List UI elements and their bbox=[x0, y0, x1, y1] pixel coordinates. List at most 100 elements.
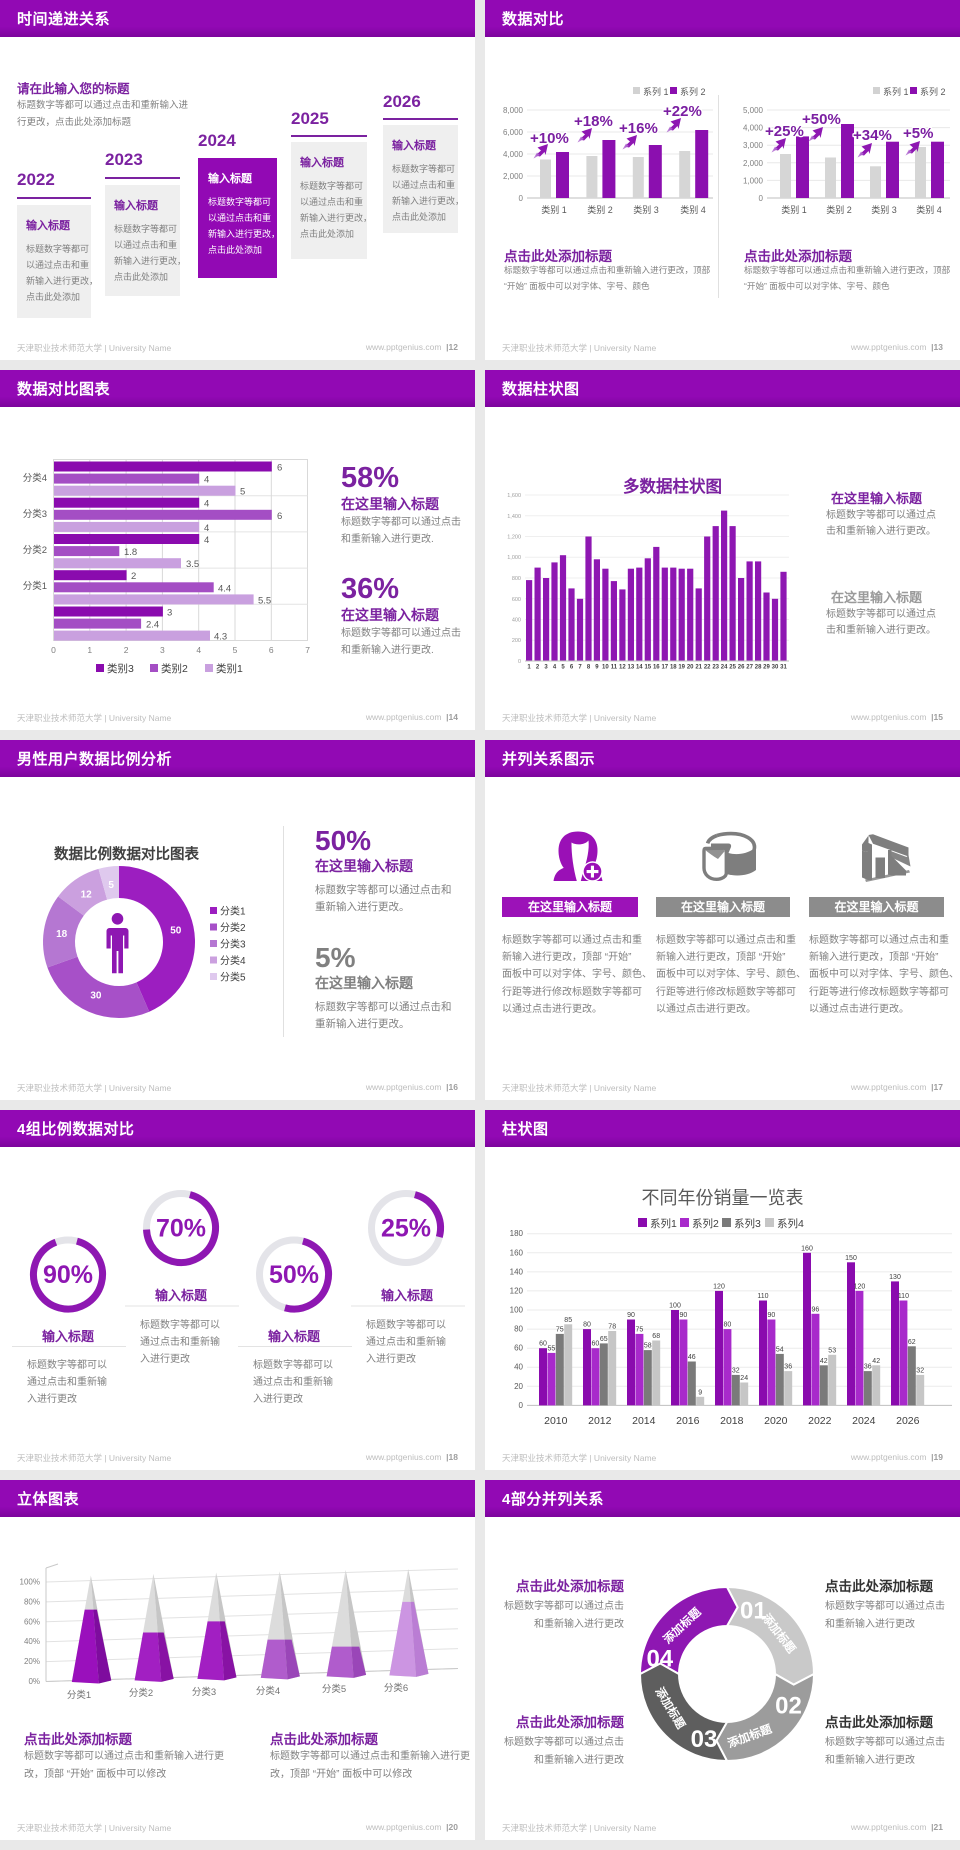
svg-text:5: 5 bbox=[233, 645, 238, 655]
svg-text:分类4: 分类4 bbox=[23, 472, 47, 484]
svg-text:类别1: 类别1 bbox=[216, 662, 243, 675]
svg-text:50: 50 bbox=[170, 926, 182, 937]
svg-text:20%: 20% bbox=[24, 1657, 40, 1666]
svg-text:2: 2 bbox=[124, 645, 129, 655]
svg-text:系列1: 系列1 bbox=[650, 1217, 677, 1230]
svg-text:+50%: +50% bbox=[802, 111, 841, 128]
svg-text:5: 5 bbox=[561, 665, 565, 671]
svg-text:0: 0 bbox=[518, 659, 521, 665]
svg-text:+22%: +22% bbox=[663, 103, 702, 120]
svg-text:5: 5 bbox=[108, 880, 114, 891]
svg-text:04: 04 bbox=[646, 1646, 673, 1673]
svg-text:20: 20 bbox=[514, 1382, 523, 1391]
svg-text:800: 800 bbox=[512, 576, 521, 582]
svg-text:60: 60 bbox=[539, 1341, 547, 1348]
svg-text:2026: 2026 bbox=[896, 1415, 920, 1427]
svg-text:80: 80 bbox=[583, 1322, 591, 1329]
svg-text:2: 2 bbox=[536, 665, 540, 671]
svg-text:+5%: +5% bbox=[903, 125, 933, 142]
svg-text:15: 15 bbox=[644, 665, 651, 671]
svg-text:8: 8 bbox=[587, 665, 591, 671]
svg-text:2,000: 2,000 bbox=[743, 159, 764, 168]
svg-text:+16%: +16% bbox=[619, 120, 658, 137]
svg-text:2022: 2022 bbox=[808, 1415, 832, 1427]
svg-text:分类4: 分类4 bbox=[220, 954, 246, 967]
svg-text:2020: 2020 bbox=[764, 1415, 788, 1427]
svg-text:2016: 2016 bbox=[676, 1415, 700, 1427]
svg-text:分类1: 分类1 bbox=[67, 1689, 91, 1701]
svg-text:2: 2 bbox=[131, 571, 136, 582]
svg-text:150: 150 bbox=[845, 1255, 857, 1262]
svg-text:27: 27 bbox=[746, 665, 753, 671]
svg-text:2018: 2018 bbox=[720, 1415, 744, 1427]
svg-text:21: 21 bbox=[695, 665, 702, 671]
svg-text:30: 30 bbox=[90, 991, 102, 1002]
svg-text:19: 19 bbox=[678, 665, 685, 671]
svg-text:55: 55 bbox=[548, 1345, 556, 1352]
svg-text:78: 78 bbox=[608, 1324, 616, 1331]
svg-text:分类3: 分类3 bbox=[220, 938, 246, 951]
svg-text:32: 32 bbox=[732, 1367, 740, 1374]
svg-text:分类5: 分类5 bbox=[322, 1683, 346, 1695]
svg-text:60%: 60% bbox=[24, 1617, 40, 1626]
svg-text:5,000: 5,000 bbox=[743, 106, 764, 115]
svg-text:120: 120 bbox=[510, 1286, 524, 1295]
svg-text:2014: 2014 bbox=[632, 1415, 656, 1427]
svg-text:100: 100 bbox=[669, 1303, 681, 1310]
svg-text:30: 30 bbox=[772, 665, 779, 671]
svg-text:2,000: 2,000 bbox=[503, 172, 524, 181]
svg-text:25%: 25% bbox=[381, 1215, 431, 1243]
svg-text:3: 3 bbox=[160, 645, 165, 655]
svg-text:80%: 80% bbox=[24, 1597, 40, 1606]
svg-text:6: 6 bbox=[570, 665, 574, 671]
svg-text:160: 160 bbox=[801, 1245, 813, 1252]
svg-text:10: 10 bbox=[602, 665, 609, 671]
svg-text:9: 9 bbox=[595, 665, 599, 671]
svg-text:31: 31 bbox=[780, 665, 787, 671]
svg-text:系列 2: 系列 2 bbox=[920, 86, 946, 97]
svg-text:分类2: 分类2 bbox=[220, 921, 246, 934]
svg-text:400: 400 bbox=[512, 618, 521, 624]
svg-text:2.4: 2.4 bbox=[146, 620, 159, 631]
svg-text:0: 0 bbox=[519, 1401, 524, 1410]
svg-text:68: 68 bbox=[652, 1333, 660, 1340]
svg-text:36: 36 bbox=[864, 1364, 872, 1371]
svg-text:类别 4: 类别 4 bbox=[680, 204, 706, 215]
svg-text:系列2: 系列2 bbox=[692, 1217, 719, 1230]
svg-text:18: 18 bbox=[56, 929, 68, 940]
svg-text:+25%: +25% bbox=[765, 123, 804, 140]
svg-text:100: 100 bbox=[510, 1306, 524, 1315]
svg-text:1,200: 1,200 bbox=[507, 535, 521, 541]
svg-text:+10%: +10% bbox=[530, 130, 569, 147]
svg-text:系列 2: 系列 2 bbox=[680, 86, 706, 97]
svg-text:类别3: 类别3 bbox=[107, 662, 134, 675]
svg-text:1,600: 1,600 bbox=[507, 493, 521, 499]
svg-text:1: 1 bbox=[87, 645, 92, 655]
svg-text:4,000: 4,000 bbox=[743, 124, 764, 133]
svg-text:2010: 2010 bbox=[544, 1415, 568, 1427]
svg-text:分类1: 分类1 bbox=[23, 580, 47, 592]
svg-text:18: 18 bbox=[670, 665, 677, 671]
svg-text:53: 53 bbox=[828, 1347, 836, 1354]
svg-text:3: 3 bbox=[544, 665, 548, 671]
svg-text:110: 110 bbox=[898, 1293, 909, 1300]
svg-text:22: 22 bbox=[704, 665, 711, 671]
svg-text:28: 28 bbox=[755, 665, 762, 671]
svg-text:26: 26 bbox=[738, 665, 745, 671]
svg-text:分类6: 分类6 bbox=[384, 1682, 408, 1694]
svg-text:3,000: 3,000 bbox=[743, 141, 764, 150]
svg-text:600: 600 bbox=[512, 597, 521, 603]
svg-text:系列3: 系列3 bbox=[734, 1217, 761, 1230]
svg-text:分类3: 分类3 bbox=[23, 508, 47, 520]
svg-text:40: 40 bbox=[514, 1363, 523, 1372]
svg-text:4: 4 bbox=[196, 645, 201, 655]
svg-text:20: 20 bbox=[687, 665, 694, 671]
svg-text:4: 4 bbox=[204, 535, 209, 546]
svg-text:6: 6 bbox=[269, 645, 274, 655]
svg-text:1,000: 1,000 bbox=[743, 176, 764, 185]
svg-text:类别 1: 类别 1 bbox=[541, 204, 567, 215]
svg-text:6: 6 bbox=[277, 463, 282, 474]
svg-text:40%: 40% bbox=[24, 1637, 40, 1646]
svg-text:3.5: 3.5 bbox=[186, 559, 199, 570]
svg-text:4.3: 4.3 bbox=[214, 632, 227, 643]
